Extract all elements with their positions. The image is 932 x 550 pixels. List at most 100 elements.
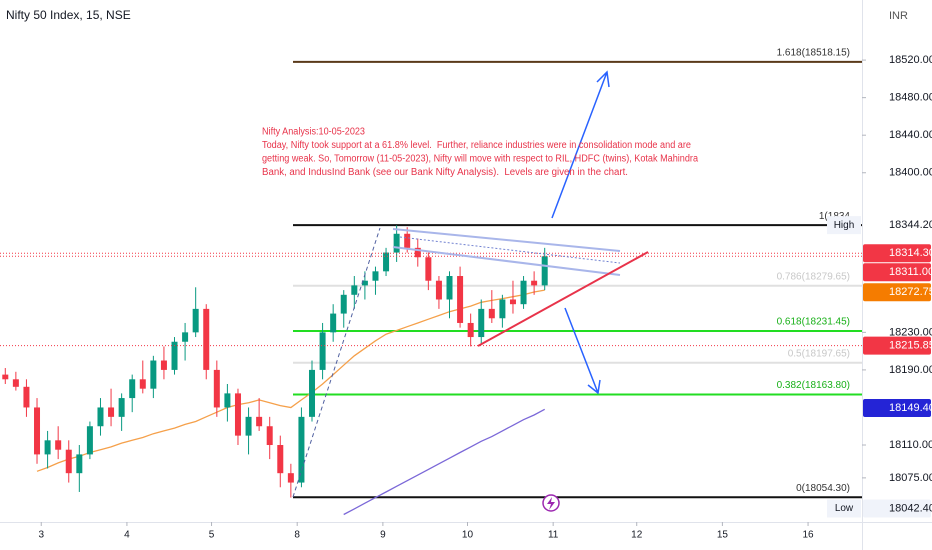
y-tick-label: 18110.00 [889, 439, 932, 451]
candle-body [435, 280, 442, 300]
candle-body [393, 233, 400, 253]
candle-body [499, 299, 506, 319]
candle-body [55, 440, 62, 450]
price-label: 18215.85 [889, 340, 932, 352]
moving-average [343, 408, 546, 516]
x-tick-label: 11 [548, 530, 559, 541]
candle-body [171, 341, 178, 370]
candle-body [383, 252, 390, 272]
candle-body [520, 280, 527, 305]
price-label-box [863, 336, 931, 355]
price-label: 18344.20 [889, 219, 932, 231]
candle-body [509, 299, 516, 305]
candle-body [150, 360, 157, 389]
candle-body [340, 294, 347, 314]
candle-body [319, 332, 326, 370]
candle-body [108, 407, 115, 417]
x-tick-label: 8 [294, 530, 300, 541]
event-bolt [547, 497, 555, 510]
price-label: 18314.30 [889, 247, 932, 259]
x-tick-label: 12 [631, 530, 643, 541]
x-tick-label: 16 [802, 530, 814, 541]
candle-body [277, 445, 284, 474]
candle-body [23, 386, 30, 408]
annotation-text: Nifty Analysis:10-05-2023 [262, 127, 365, 138]
y-tick-label: 18075.00 [889, 472, 932, 484]
x-tick-label: 4 [124, 530, 130, 541]
price-label: 18311.00 [889, 266, 932, 278]
candle-body [182, 332, 189, 342]
arrow-down [564, 307, 601, 395]
y-tick-label: 18520.00 [889, 54, 932, 66]
annotation-text: Bank, and IndusInd Bank (see our Bank Ni… [262, 167, 628, 178]
chart-title: Nifty 50 Index, 15, NSE [6, 8, 131, 22]
price-label-box [863, 244, 931, 263]
candle-body [65, 449, 72, 474]
candle-body [266, 426, 273, 446]
candle-body [425, 257, 432, 281]
candle-body [330, 313, 337, 333]
candle-body [478, 308, 485, 338]
candle-body [160, 360, 167, 370]
price-label: 18149.40 [889, 402, 932, 414]
price-tag-box [827, 216, 861, 235]
fib-label: 0.618(18231.45) [777, 317, 850, 328]
candle-body [224, 393, 231, 408]
candle-body [76, 454, 83, 474]
channel-line [392, 228, 621, 252]
y-tick-label: 18400.00 [889, 167, 932, 179]
candle-body [44, 440, 51, 455]
candle-body [256, 416, 263, 427]
x-tick-label: 15 [717, 530, 729, 541]
candle-body [118, 398, 125, 417]
x-tick-label: 10 [462, 530, 474, 541]
y-tick-label: 18480.00 [889, 92, 932, 104]
arrow-up [551, 70, 610, 219]
candle-body [361, 280, 368, 286]
candle-body [298, 416, 305, 483]
fib-label: 1.618(18518.15) [777, 47, 850, 58]
price-tag: Low [835, 503, 854, 514]
candle-body [414, 247, 421, 258]
price-label: 18272.75 [889, 286, 932, 298]
candle-body [2, 374, 9, 380]
price-label-box [863, 499, 931, 518]
candle-body [488, 308, 495, 319]
candle-body [203, 308, 210, 370]
price-tag-box [827, 499, 861, 518]
candle-body [467, 322, 474, 338]
fib-label: 0.382(18163.80) [777, 380, 850, 391]
candle-body [531, 280, 538, 286]
candle-body [309, 369, 316, 417]
price-label-box [863, 399, 931, 418]
currency: INR [889, 10, 908, 22]
candle-body [234, 393, 241, 436]
candle-body [245, 416, 252, 436]
candle-body [12, 379, 19, 387]
price-label-box [863, 263, 931, 282]
candle-body [86, 426, 93, 455]
y-tick-label: 18230.00 [889, 326, 932, 338]
price-label-box [863, 216, 931, 235]
candle-body [287, 473, 294, 483]
drawings [292, 70, 649, 512]
y-tick-label: 18440.00 [889, 129, 932, 141]
candle-body [213, 369, 220, 408]
x-tick-label: 5 [209, 530, 215, 541]
y-tick-label: 18190.00 [889, 364, 932, 376]
fib-label: 0.786(18279.65) [777, 271, 850, 282]
channel-line [392, 246, 621, 276]
price-label-box [863, 283, 931, 302]
annotation-text: Today, Nifty took support at a 61.8% lev… [262, 140, 691, 151]
annotation-text: getting weak. So, Tomorrow (11-05-2023),… [262, 154, 698, 165]
candle-body [192, 308, 199, 333]
channel-mid [399, 236, 621, 264]
candle-body [372, 271, 379, 281]
plot-area: 1.618(18518.15)1(18340.786(18279.65)0.61… [0, 47, 862, 516]
candle-body [139, 379, 146, 389]
fib-label: 0.5(18197.65) [788, 348, 850, 359]
x-tick-label: 9 [380, 530, 386, 541]
candle-body [97, 407, 104, 427]
